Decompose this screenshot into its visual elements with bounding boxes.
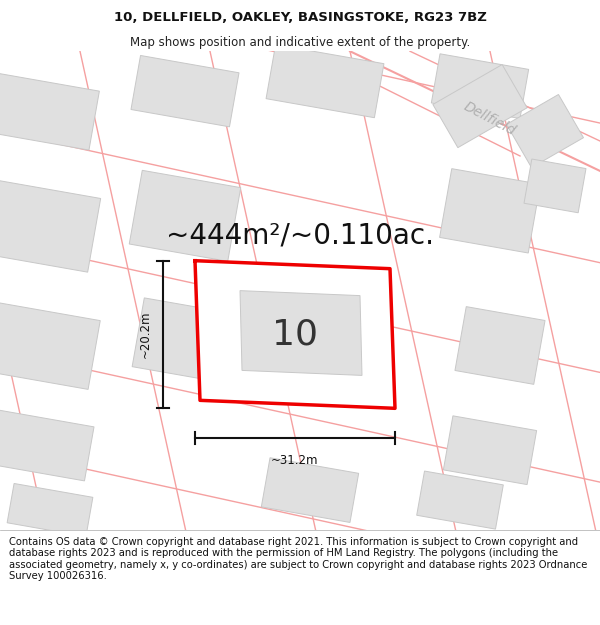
Text: Contains OS data © Crown copyright and database right 2021. This information is : Contains OS data © Crown copyright and d… <box>9 537 587 581</box>
Text: 10: 10 <box>272 318 318 351</box>
Polygon shape <box>506 94 583 168</box>
Text: Map shows position and indicative extent of the property.: Map shows position and indicative extent… <box>130 36 470 49</box>
Polygon shape <box>455 307 545 384</box>
Polygon shape <box>129 171 241 261</box>
Text: Dellfield: Dellfield <box>461 99 518 139</box>
Polygon shape <box>266 44 384 118</box>
Polygon shape <box>433 64 527 148</box>
Polygon shape <box>131 56 239 127</box>
Polygon shape <box>195 261 395 408</box>
Polygon shape <box>132 298 238 383</box>
Polygon shape <box>0 179 101 272</box>
Polygon shape <box>431 54 529 119</box>
Text: 10, DELLFIELD, OAKLEY, BASINGSTOKE, RG23 7BZ: 10, DELLFIELD, OAKLEY, BASINGSTOKE, RG23… <box>113 11 487 24</box>
Text: ~31.2m: ~31.2m <box>271 454 319 467</box>
Polygon shape <box>262 458 359 522</box>
Polygon shape <box>440 169 541 253</box>
Polygon shape <box>240 291 362 376</box>
Polygon shape <box>417 471 503 529</box>
Polygon shape <box>443 416 536 484</box>
Text: ~20.2m: ~20.2m <box>139 311 151 358</box>
Text: ~444m²/~0.110ac.: ~444m²/~0.110ac. <box>166 222 434 250</box>
Polygon shape <box>0 409 94 481</box>
Polygon shape <box>7 484 93 537</box>
Polygon shape <box>0 302 100 389</box>
Polygon shape <box>0 72 100 150</box>
Polygon shape <box>524 159 586 212</box>
